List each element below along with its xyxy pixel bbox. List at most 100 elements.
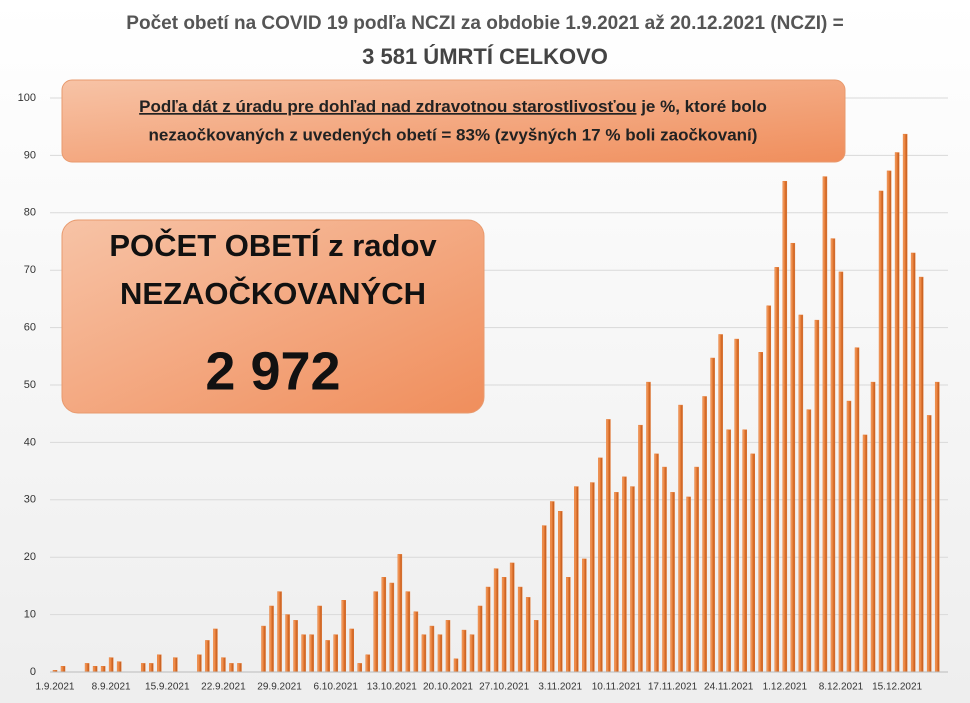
bar — [148, 663, 154, 673]
x-tick-label: 8.12.2021 — [819, 682, 864, 693]
bar — [846, 400, 852, 673]
bar — [173, 657, 178, 673]
bar — [205, 640, 210, 673]
callout-line1: POČET OBETÍ z radov — [109, 227, 437, 263]
bar — [910, 252, 916, 673]
bar — [798, 314, 804, 673]
bar — [221, 657, 226, 673]
bar — [405, 591, 411, 673]
bar — [269, 605, 274, 673]
bar — [774, 267, 780, 673]
bar — [421, 634, 427, 673]
bar — [429, 625, 435, 673]
x-tick-label: 29.9.2021 — [257, 682, 302, 693]
bar — [926, 415, 932, 673]
bar — [862, 434, 868, 673]
bar — [622, 476, 627, 673]
bar — [902, 133, 908, 673]
bar — [341, 600, 346, 673]
bar — [349, 628, 354, 673]
bar — [894, 152, 900, 673]
bar — [477, 605, 483, 673]
callout-line2: NEZAOČKOVANÝCH — [120, 275, 426, 311]
bar — [566, 577, 571, 673]
bar — [229, 663, 234, 673]
bar — [381, 577, 387, 673]
bar — [758, 352, 764, 673]
bar — [694, 466, 699, 673]
bar — [365, 654, 371, 673]
bar — [662, 466, 667, 673]
bar — [389, 582, 395, 673]
bar — [140, 663, 146, 673]
bar — [582, 558, 587, 673]
bar — [766, 305, 772, 673]
bar — [782, 180, 788, 673]
bar — [854, 347, 860, 673]
chart-title: Počet obetí na COVID 19 podľa NCZI za ob… — [126, 13, 843, 34]
bar — [710, 357, 715, 673]
bar — [92, 666, 98, 673]
bar — [517, 586, 523, 673]
bar — [453, 658, 459, 673]
bar — [84, 663, 90, 673]
bar — [742, 429, 747, 673]
bar — [702, 396, 707, 673]
x-tick-label: 27.10.2021 — [479, 682, 529, 693]
bar — [726, 429, 731, 673]
bar — [614, 492, 619, 673]
bar — [493, 568, 499, 673]
bar — [213, 628, 218, 673]
bar — [549, 501, 555, 673]
bar — [157, 654, 162, 673]
y-tick-label: 60 — [24, 322, 36, 334]
bar — [501, 577, 507, 673]
bar — [878, 190, 884, 673]
bar — [838, 271, 844, 673]
bar — [934, 381, 940, 673]
bar — [590, 482, 595, 673]
bar — [317, 605, 322, 673]
bar — [646, 381, 651, 673]
x-tick-label: 1.12.2021 — [763, 682, 808, 693]
bar — [373, 591, 379, 673]
bar — [830, 238, 836, 673]
bar — [357, 663, 363, 673]
bar — [509, 562, 515, 673]
bar — [630, 486, 635, 673]
note-rest: je %, ktoré bolo — [636, 97, 766, 116]
x-tick-label: 15.9.2021 — [145, 682, 190, 693]
bar — [574, 486, 579, 673]
note-line1: Podľa dát z úradu pre dohľad nad zdravot… — [139, 97, 767, 116]
bar — [325, 640, 330, 673]
bar — [293, 620, 298, 673]
callout-number: 2 972 — [205, 341, 340, 401]
bar — [333, 634, 338, 673]
x-tick-label: 22.9.2021 — [201, 682, 246, 693]
y-tick-label: 10 — [24, 609, 36, 621]
y-tick-label: 0 — [30, 666, 36, 678]
bar — [918, 276, 924, 673]
y-tick-label: 20 — [24, 551, 36, 563]
bar — [718, 334, 723, 673]
bar — [437, 634, 443, 673]
bar — [670, 492, 675, 673]
bar — [100, 666, 106, 673]
y-tick-label: 50 — [24, 379, 36, 391]
bar — [116, 661, 122, 673]
x-tick-label: 10.11.2021 — [592, 682, 642, 693]
x-tick-label: 17.11.2021 — [648, 682, 698, 693]
bar — [461, 629, 467, 673]
bar — [654, 453, 659, 673]
bar — [237, 663, 242, 673]
x-tick-label: 20.10.2021 — [423, 682, 473, 693]
y-tick-label: 70 — [24, 264, 36, 276]
bar — [445, 620, 451, 673]
bar — [277, 591, 282, 673]
bar — [790, 242, 796, 673]
bar — [197, 654, 202, 673]
bar — [598, 457, 603, 673]
bar — [606, 419, 611, 673]
x-tick-label: 3.11.2021 — [538, 682, 582, 693]
callout-box — [61, 219, 485, 414]
